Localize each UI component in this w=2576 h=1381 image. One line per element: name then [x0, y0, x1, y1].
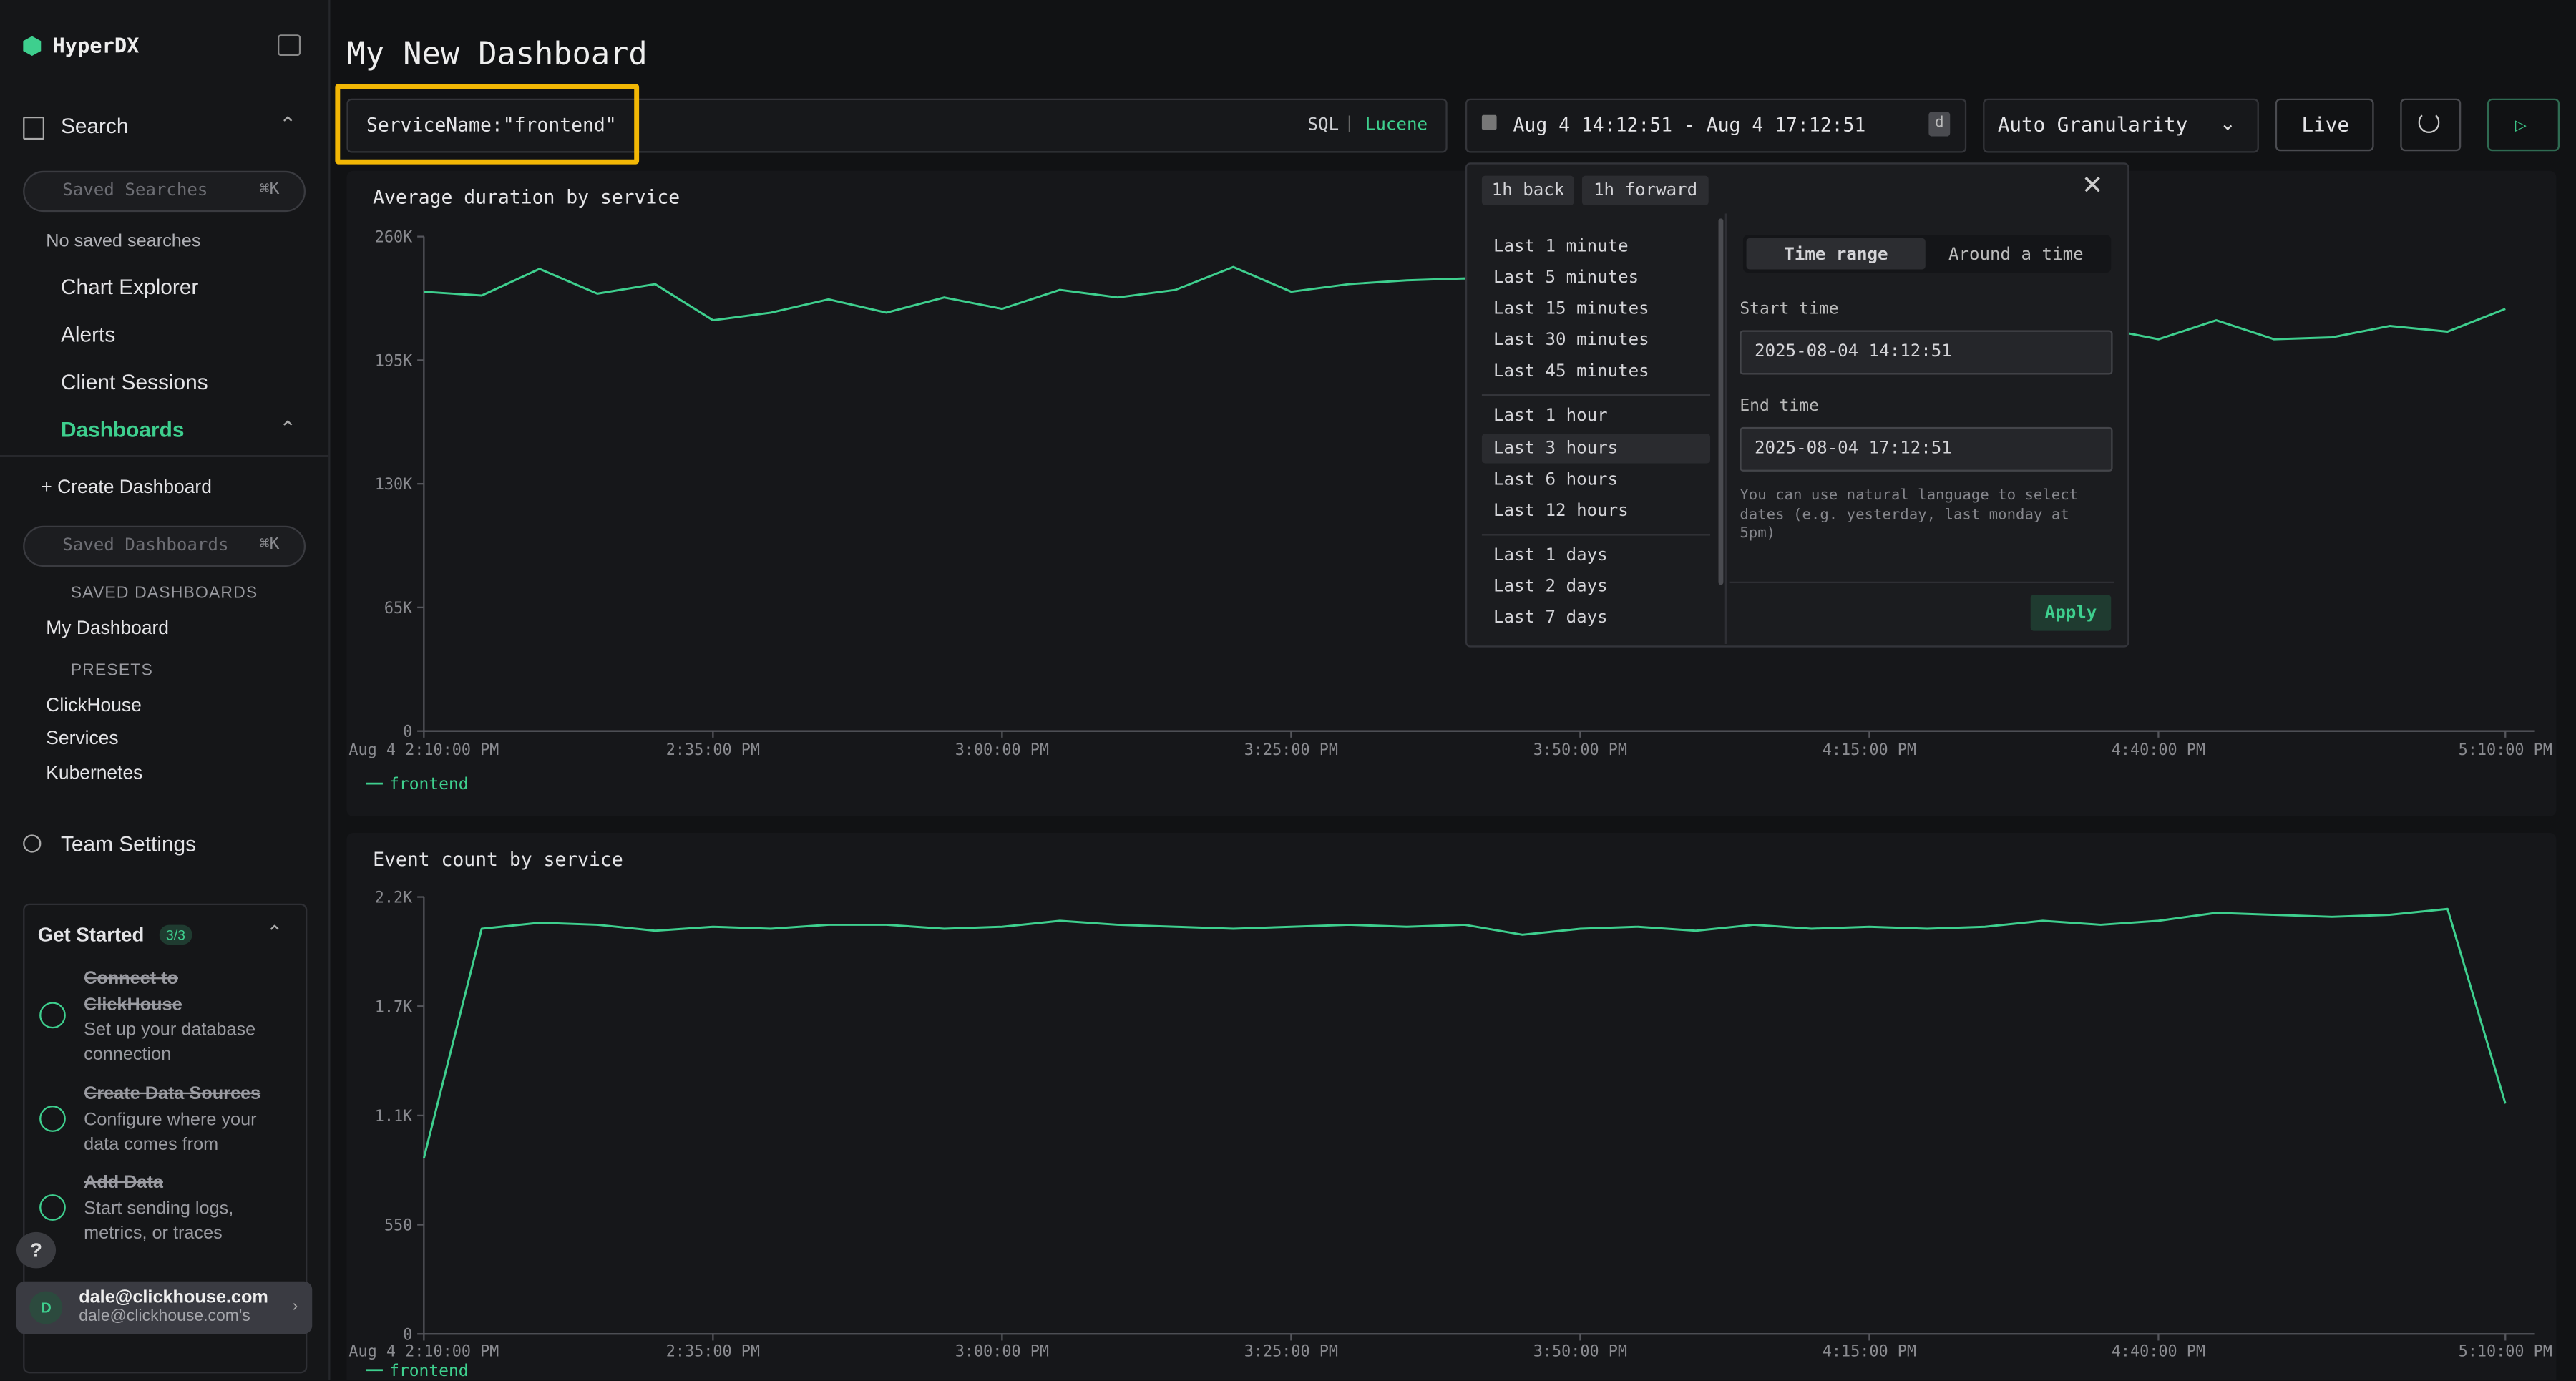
- preset-option[interactable]: Last 6 hours: [1493, 468, 1618, 491]
- preset-option[interactable]: Last 1 minute: [1493, 235, 1629, 258]
- x-tick-label: 3:00:00 PM: [955, 741, 1049, 759]
- preset-option[interactable]: Last 3 hours: [1493, 437, 1618, 460]
- x-tick-label: 3:25:00 PM: [1244, 741, 1338, 759]
- y-tick-label: 1.1K: [375, 1108, 413, 1126]
- preset-option[interactable]: Last 1 days: [1493, 544, 1608, 567]
- divider: [1730, 582, 2114, 583]
- hint: You can use natural language to select d…: [1740, 488, 2109, 545]
- tab[interactable]: Time range: [1784, 243, 1888, 266]
- x-tick-label: 3:25:00 PM: [1244, 1342, 1338, 1360]
- x-tick-label: 4:40:00 PM: [2112, 741, 2205, 759]
- x-tick-label: 5:10:00 PM: [2459, 741, 2552, 759]
- back-button[interactable]: 1h back: [1482, 176, 1574, 205]
- y-tick-label: 130K: [375, 476, 413, 494]
- x-tick-label: 2:35:00 PM: [666, 741, 760, 759]
- preset-option[interactable]: Last 7 days: [1493, 606, 1608, 629]
- legend-label: frontend: [389, 1362, 468, 1380]
- y-tick-label: 0: [403, 1326, 412, 1344]
- y-tick-label: 0: [403, 723, 412, 741]
- forward-button[interactable]: 1h forward: [1582, 176, 1709, 205]
- x-tick-label: 3:50:00 PM: [1533, 741, 1627, 759]
- preset-option[interactable]: Last 2 days: [1493, 575, 1608, 598]
- highlight-box: [335, 84, 639, 164]
- x-tick-label: 3:00:00 PM: [955, 1342, 1049, 1360]
- y-tick-label: 260K: [375, 229, 413, 247]
- x-tick-label: 4:15:00 PM: [1823, 741, 1916, 759]
- x-tick-label: 3:50:00 PM: [1533, 1342, 1627, 1360]
- tab[interactable]: Around a time: [1948, 243, 2084, 266]
- field-label: Start time: [1740, 299, 1838, 322]
- divider: [1482, 394, 1710, 396]
- chart-title: Average duration by service: [373, 187, 680, 209]
- start-value: 2025-08-04 14:12:51: [1755, 340, 1952, 363]
- preset-option[interactable]: Last 30 minutes: [1493, 328, 1649, 351]
- x-tick-label: 5:10:00 PM: [2459, 1342, 2552, 1360]
- legend-label: frontend: [389, 775, 468, 794]
- y-tick-label: 1.7K: [375, 998, 413, 1016]
- data-line: [424, 909, 2505, 1158]
- close-button[interactable]: ✕: [2082, 176, 2104, 199]
- apply-button[interactable]: Apply: [2031, 595, 2111, 631]
- time-picker: 1h back 1h forward ✕ Last 1 minute Last 5…: [1465, 162, 2129, 647]
- preset-option[interactable]: Last 15 minutes: [1493, 298, 1649, 321]
- x-tick-label: 4:15:00 PM: [1823, 1342, 1916, 1360]
- scrollbar: [1719, 218, 1724, 585]
- x-tick-label: Aug 4 2:10:00 PM: [348, 1342, 499, 1360]
- x-tick-label: 2:35:00 PM: [666, 1342, 760, 1360]
- preset-option[interactable]: Last 12 hours: [1493, 499, 1629, 522]
- y-tick-label: 550: [384, 1217, 412, 1235]
- preset-option[interactable]: Last 5 minutes: [1493, 266, 1639, 289]
- data-line: [424, 267, 2505, 339]
- x-tick-label: 4:40:00 PM: [2112, 1342, 2205, 1360]
- divider: [1725, 213, 1727, 644]
- chart-title: Event count by service: [373, 849, 623, 871]
- end-value: 2025-08-04 17:12:51: [1755, 437, 1952, 460]
- divider: [1482, 534, 1710, 535]
- x-tick-label: Aug 4 2:10:00 PM: [348, 741, 499, 759]
- y-tick-label: 2.2K: [375, 889, 413, 907]
- preset-option[interactable]: Last 1 hour: [1493, 404, 1608, 427]
- preset-option[interactable]: Last 45 minutes: [1493, 360, 1649, 383]
- field-label: End time: [1740, 396, 1819, 419]
- y-tick-label: 65K: [384, 600, 413, 618]
- y-tick-label: 195K: [375, 352, 413, 370]
